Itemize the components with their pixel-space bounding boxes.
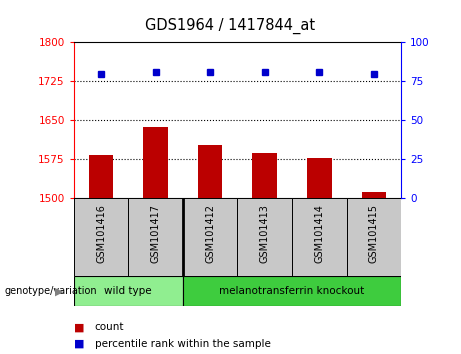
Text: percentile rank within the sample: percentile rank within the sample <box>95 339 271 349</box>
Text: ■: ■ <box>74 339 84 349</box>
Text: GSM101414: GSM101414 <box>314 205 324 263</box>
Bar <box>307 158 331 198</box>
Text: ■: ■ <box>74 322 84 332</box>
Text: GSM101415: GSM101415 <box>369 205 379 263</box>
Text: GDS1964 / 1417844_at: GDS1964 / 1417844_at <box>145 18 316 34</box>
Bar <box>292 198 347 276</box>
Bar <box>74 276 183 306</box>
Bar <box>198 145 222 198</box>
Text: GSM101412: GSM101412 <box>205 205 215 263</box>
Text: genotype/variation: genotype/variation <box>5 286 97 296</box>
Bar <box>361 192 386 198</box>
Text: ▶: ▶ <box>55 286 64 296</box>
Text: GSM101413: GSM101413 <box>260 205 270 263</box>
Bar <box>183 198 237 276</box>
Text: GSM101417: GSM101417 <box>151 205 160 263</box>
Bar <box>128 198 183 276</box>
Bar <box>89 155 113 198</box>
Bar <box>74 198 128 276</box>
Bar <box>143 127 168 198</box>
Text: wild type: wild type <box>105 286 152 296</box>
Text: melanotransferrin knockout: melanotransferrin knockout <box>219 286 365 296</box>
Bar <box>253 153 277 198</box>
Text: count: count <box>95 322 124 332</box>
Bar <box>347 198 401 276</box>
Text: GSM101416: GSM101416 <box>96 205 106 263</box>
Bar <box>183 276 401 306</box>
Bar <box>237 198 292 276</box>
